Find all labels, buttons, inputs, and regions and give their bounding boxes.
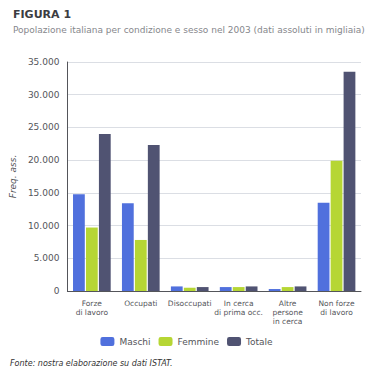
svg-text:Disoccupati: Disoccupati bbox=[168, 299, 212, 308]
svg-text:di lavoro: di lavoro bbox=[76, 308, 109, 317]
svg-text:Non forze: Non forze bbox=[318, 299, 355, 308]
svg-text:5.000: 5.000 bbox=[34, 253, 60, 263]
svg-text:di prima occ.: di prima occ. bbox=[214, 308, 263, 317]
svg-text:25.000: 25.000 bbox=[28, 122, 60, 132]
svg-text:persone: persone bbox=[272, 308, 303, 317]
svg-text:20.000: 20.000 bbox=[28, 155, 60, 165]
svg-text:15.000: 15.000 bbox=[28, 188, 60, 198]
svg-text:FIGURA 1: FIGURA 1 bbox=[13, 8, 71, 21]
svg-text:in cerca: in cerca bbox=[273, 317, 303, 326]
svg-text:Freq. ass.: Freq. ass. bbox=[8, 155, 18, 199]
svg-text:35.000: 35.000 bbox=[28, 57, 60, 67]
svg-text:Popolazione italiana per condi: Popolazione italiana per condizione e se… bbox=[13, 25, 365, 35]
svg-text:Maschi: Maschi bbox=[119, 337, 150, 347]
svg-text:Occupati: Occupati bbox=[124, 299, 157, 308]
svg-text:di lavoro: di lavoro bbox=[320, 308, 353, 317]
svg-text:Forze: Forze bbox=[82, 299, 103, 308]
svg-text:In cerca: In cerca bbox=[224, 299, 254, 308]
svg-text:10.000: 10.000 bbox=[28, 221, 60, 231]
svg-text:0: 0 bbox=[54, 286, 60, 296]
svg-text:Altre: Altre bbox=[279, 299, 297, 308]
svg-text:Totale: Totale bbox=[245, 337, 273, 347]
svg-text:Fonte: nostra elaborazione su: Fonte: nostra elaborazione su dati ISTAT… bbox=[10, 359, 173, 368]
svg-text:Femmine: Femmine bbox=[178, 337, 220, 347]
svg-text:30.000: 30.000 bbox=[28, 90, 60, 100]
